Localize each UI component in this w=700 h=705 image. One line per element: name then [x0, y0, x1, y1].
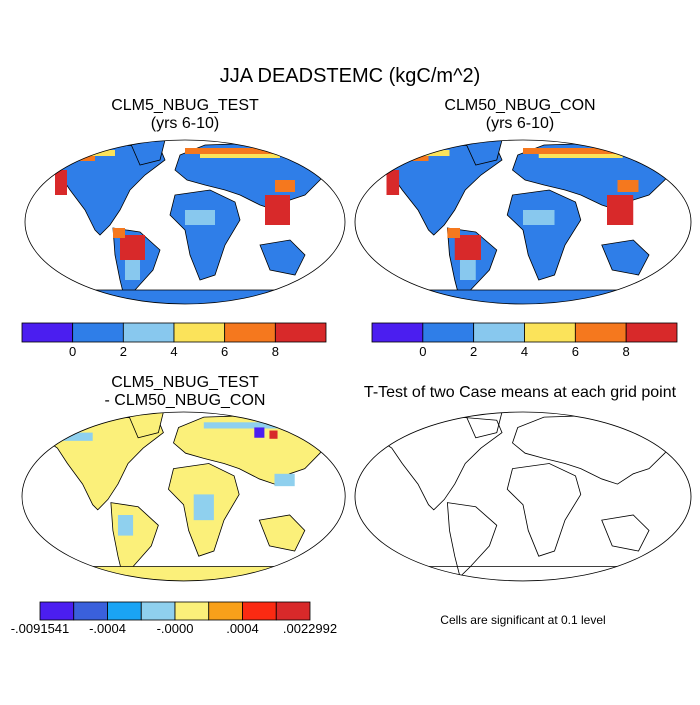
colorbar-box — [574, 322, 627, 343]
note: Cells are significant at 0.1 level — [440, 613, 605, 627]
panel-subtitle: (yrs 6-10) — [151, 115, 219, 132]
map — [354, 411, 692, 582]
colorbar-label: .0022992 — [283, 621, 337, 636]
colorbar-label: 4 — [521, 344, 528, 359]
panel-title: T-Test of two Case means at each grid po… — [364, 384, 677, 401]
colorbar-box — [21, 322, 74, 343]
colorbar-label: 8 — [272, 344, 279, 359]
map — [354, 139, 692, 305]
colorbar: -.0091541 -.0004 -.0000 .0004 .0022992 — [11, 601, 337, 636]
colorbar-label: 2 — [470, 344, 477, 359]
colorbar-box — [107, 601, 142, 621]
panel-subtitle: (yrs 6-10) — [486, 115, 554, 132]
colorbar-box — [625, 322, 678, 343]
colorbar-box — [275, 601, 311, 621]
colorbar-box — [242, 601, 277, 621]
colorbar-box — [173, 322, 226, 343]
figure-title: JJA DEADSTEMC (kgC/m^2) — [220, 65, 481, 87]
panel-title: CLM5_NBUG_TEST — [111, 374, 259, 391]
colorbar-label: -.0004 — [89, 621, 126, 636]
colorbar-label: 4 — [170, 344, 177, 359]
colorbar-label: .0004 — [226, 621, 259, 636]
panel-title: CLM5_NBUG_TEST — [111, 97, 259, 114]
colorbar-box — [72, 322, 124, 343]
colorbar-box — [473, 322, 525, 343]
map — [24, 139, 346, 305]
colorbar-box — [371, 322, 424, 343]
colorbar-box — [274, 322, 327, 343]
colorbar-box — [524, 322, 576, 343]
panel-subtitle: - CLM50_NBUG_CON — [105, 392, 266, 409]
colorbar: 0 2 4 6 8 — [21, 322, 327, 359]
colorbar-box — [73, 601, 108, 621]
colorbar-label: -.0091541 — [11, 621, 70, 636]
colorbar: 0 2 4 6 8 — [371, 322, 678, 359]
colorbar-label: 8 — [623, 344, 630, 359]
map — [21, 411, 346, 582]
colorbar-label: 0 — [419, 344, 426, 359]
colorbar-box — [122, 322, 175, 343]
colorbar-label: 6 — [221, 344, 228, 359]
colorbar-box — [224, 322, 276, 343]
colorbar-label: 6 — [572, 344, 579, 359]
colorbar-box — [422, 322, 475, 343]
colorbar-box — [39, 601, 75, 621]
colorbar-label: -.0000 — [157, 621, 194, 636]
colorbar-box — [174, 601, 210, 621]
panel-title: CLM50_NBUG_CON — [444, 97, 595, 114]
colorbar-box — [140, 601, 176, 621]
colorbar-box — [208, 601, 243, 621]
colorbar-label: 2 — [120, 344, 127, 359]
colorbar-label: 0 — [69, 344, 76, 359]
